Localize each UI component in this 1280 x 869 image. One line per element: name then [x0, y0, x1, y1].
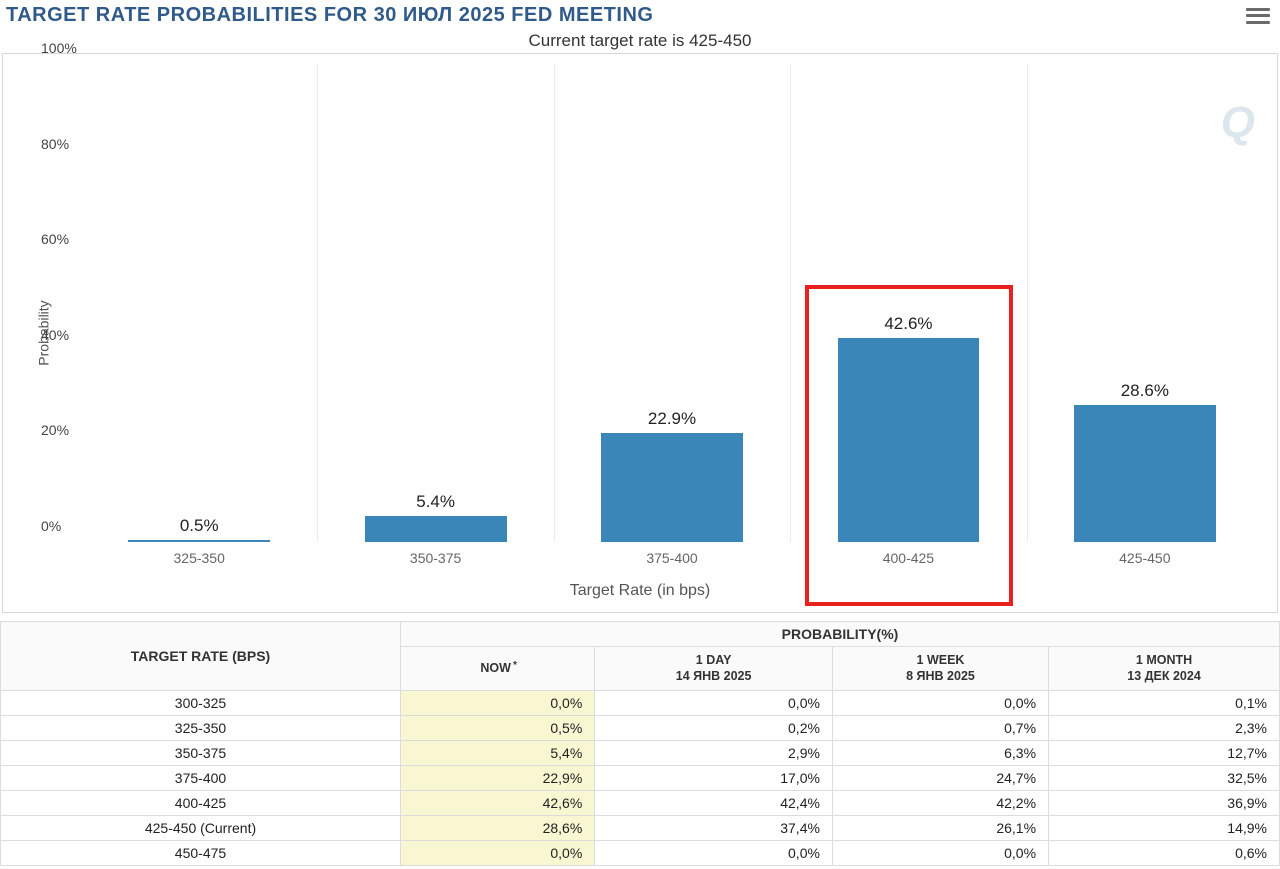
- cell-value: 36,9%: [1049, 791, 1280, 816]
- bar-value-label: 0.5%: [180, 516, 219, 536]
- cell-value: 0,2%: [595, 716, 833, 741]
- cell-value: 0,1%: [1049, 691, 1280, 716]
- cell-value: 2,9%: [595, 741, 833, 766]
- bar-value-label: 42.6%: [884, 314, 932, 334]
- cell-value: 24,7%: [832, 766, 1048, 791]
- cell-value: 42,6%: [401, 791, 595, 816]
- bar-chart: Probability Q 0%20%40%60%80%100%0.5%325-…: [2, 53, 1278, 613]
- bar-column: 42.6%400-425: [790, 64, 1026, 542]
- cell-rate: 350-375: [1, 741, 401, 766]
- col-header-rate: TARGET RATE (BPS): [1, 622, 401, 691]
- cell-value: 28,6%: [401, 816, 595, 841]
- bar: 5.4%: [365, 516, 507, 542]
- cell-value: 0,0%: [401, 691, 595, 716]
- cell-value: 42,4%: [595, 791, 833, 816]
- bar: 0.5%: [128, 540, 270, 542]
- y-tick: 40%: [41, 327, 69, 343]
- cell-value: 37,4%: [595, 816, 833, 841]
- col-subheader: 1 DAY14 ЯНВ 2025: [595, 647, 833, 691]
- cell-value: 0,6%: [1049, 841, 1280, 866]
- plot-area: 0%20%40%60%80%100%0.5%325-3505.4%350-375…: [81, 64, 1263, 542]
- chart-header: TARGET RATE PROBABILITIES FOR 30 ИЮЛ 202…: [0, 0, 1280, 27]
- bar-column: 5.4%350-375: [317, 64, 553, 542]
- cell-value: 12,7%: [1049, 741, 1280, 766]
- cell-value: 0,0%: [595, 691, 833, 716]
- cell-value: 0,0%: [832, 691, 1048, 716]
- col-subheader: NOW*: [401, 647, 595, 691]
- cell-rate: 325-350: [1, 716, 401, 741]
- cell-value: 6,3%: [832, 741, 1048, 766]
- cell-rate: 450-475: [1, 841, 401, 866]
- chart-subtitle: Current target rate is 425-450: [0, 31, 1280, 51]
- cell-value: 14,9%: [1049, 816, 1280, 841]
- col-subheader: 1 MONTH13 ДЕК 2024: [1049, 647, 1280, 691]
- cell-rate: 375-400: [1, 766, 401, 791]
- probability-table: TARGET RATE (BPS) PROBABILITY(%) NOW*1 D…: [0, 621, 1280, 866]
- table-row: 350-3755,4%2,9%6,3%12,7%: [1, 741, 1280, 766]
- cell-rate: 425-450 (Current): [1, 816, 401, 841]
- cell-value: 22,9%: [401, 766, 595, 791]
- bar: 28.6%: [1074, 405, 1216, 542]
- cell-value: 0,7%: [832, 716, 1048, 741]
- y-tick: 60%: [41, 231, 69, 247]
- bar: 22.9%: [601, 433, 743, 542]
- x-tick: 325-350: [81, 550, 317, 566]
- cell-value: 42,2%: [832, 791, 1048, 816]
- cell-value: 32,5%: [1049, 766, 1280, 791]
- cell-value: 5,4%: [401, 741, 595, 766]
- cell-value: 2,3%: [1049, 716, 1280, 741]
- x-tick: 400-425: [790, 550, 1026, 566]
- col-header-probability: PROBABILITY(%): [401, 622, 1280, 647]
- x-axis-label: Target Rate (in bps): [3, 582, 1277, 600]
- cell-value: 26,1%: [832, 816, 1048, 841]
- bar-column: 28.6%425-450: [1027, 64, 1263, 542]
- bar-value-label: 5.4%: [416, 492, 455, 512]
- x-tick: 425-450: [1027, 550, 1263, 566]
- table-row: 425-450 (Current)28,6%37,4%26,1%14,9%: [1, 816, 1280, 841]
- table-row: 400-42542,6%42,4%42,2%36,9%: [1, 791, 1280, 816]
- cell-value: 0,0%: [832, 841, 1048, 866]
- bar-column: 0.5%325-350: [81, 64, 317, 542]
- cell-value: 17,0%: [595, 766, 833, 791]
- y-tick: 100%: [41, 40, 77, 56]
- bar-value-label: 28.6%: [1121, 381, 1169, 401]
- cell-value: 0,0%: [595, 841, 833, 866]
- cell-rate: 300-325: [1, 691, 401, 716]
- chart-title: TARGET RATE PROBABILITIES FOR 30 ИЮЛ 202…: [6, 4, 653, 27]
- y-tick: 80%: [41, 136, 69, 152]
- cell-value: 0,0%: [401, 841, 595, 866]
- x-tick: 350-375: [317, 550, 553, 566]
- hamburger-menu-icon[interactable]: [1246, 6, 1270, 26]
- col-subheader: 1 WEEK8 ЯНВ 2025: [832, 647, 1048, 691]
- bar-value-label: 22.9%: [648, 409, 696, 429]
- cell-value: 0,5%: [401, 716, 595, 741]
- table-row: 300-3250,0%0,0%0,0%0,1%: [1, 691, 1280, 716]
- y-tick: 20%: [41, 422, 69, 438]
- table-row: 325-3500,5%0,2%0,7%2,3%: [1, 716, 1280, 741]
- y-tick: 0%: [41, 518, 61, 534]
- x-tick: 375-400: [554, 550, 790, 566]
- table-row: 450-4750,0%0,0%0,0%0,6%: [1, 841, 1280, 866]
- table-row: 375-40022,9%17,0%24,7%32,5%: [1, 766, 1280, 791]
- bar: 42.6%: [838, 338, 980, 542]
- bar-column: 22.9%375-400: [554, 64, 790, 542]
- cell-rate: 400-425: [1, 791, 401, 816]
